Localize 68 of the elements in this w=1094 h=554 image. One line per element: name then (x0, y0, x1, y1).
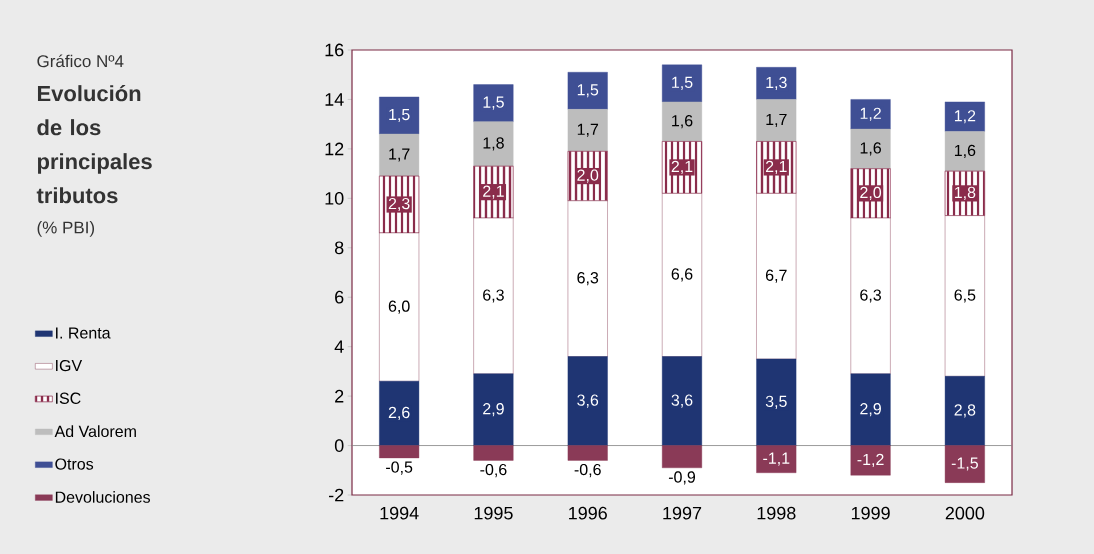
legend-label: Ad Valorem (54, 425, 136, 438)
data-label: 1,6 (954, 144, 976, 158)
data-label: 1,7 (577, 123, 599, 137)
y-tick-label: 16 (325, 43, 344, 57)
data-label: 6,5 (954, 289, 976, 303)
data-label: 2,0 (577, 169, 599, 183)
data-label: 1,8 (954, 186, 976, 200)
x-tick-label: 1999 (851, 506, 890, 520)
y-tick-label: 4 (334, 340, 344, 353)
data-label: 1,6 (672, 115, 693, 129)
data-label: 1,5 (389, 108, 410, 123)
data-label: 2,1 (765, 160, 787, 175)
y-tick-label: 12 (325, 142, 344, 156)
x-tick-label: 1996 (569, 506, 607, 520)
data-label: -1,1 (763, 452, 790, 466)
data-label: 3,6 (671, 394, 693, 408)
data-label: 6,6 (671, 268, 693, 282)
data-label: -1,2 (857, 453, 884, 467)
data-label: 6,3 (860, 289, 881, 303)
legend-label: IGV (56, 359, 83, 372)
y-tick-label: 2 (335, 389, 344, 403)
data-label: 2,6 (388, 406, 410, 421)
y-tick-label: -2 (329, 488, 344, 502)
data-label: -0,6 (480, 463, 507, 478)
y-tick-label: 10 (325, 191, 344, 205)
data-label: 2,9 (860, 403, 881, 417)
data-label: 2,3 (388, 197, 410, 212)
legend-label: Devoluciones (55, 491, 151, 503)
data-label: 1,8 (483, 137, 504, 151)
data-label: 6,0 (388, 300, 410, 314)
data-label: 2,9 (483, 403, 504, 417)
text: (% PBI) (37, 221, 95, 237)
data-label: 1,2 (954, 110, 976, 124)
data-label: 1,6 (860, 142, 881, 156)
x-tick-label: 1997 (663, 506, 702, 520)
data-label: -0,6 (574, 463, 601, 478)
data-label: 1,5 (577, 84, 599, 98)
data-label: 3,6 (577, 394, 599, 408)
data-label: 1,7 (766, 113, 787, 127)
x-tick-label: 1998 (757, 506, 796, 520)
text: Evolución de los principales tributos (36, 84, 152, 204)
data-label: 2,8 (954, 404, 976, 418)
data-label: 6,3 (483, 289, 504, 303)
y-tick-label: 6 (335, 290, 344, 304)
data-label: 6,7 (765, 269, 787, 283)
y-tick-label: 14 (325, 93, 344, 106)
data-label: -1,5 (951, 457, 978, 471)
y-tick-label: 8 (334, 241, 344, 255)
data-label: -0,9 (668, 471, 696, 485)
data-label: 1,2 (860, 107, 881, 121)
data-label: 2,1 (671, 160, 693, 175)
y-tick-label: 0 (334, 439, 344, 452)
data-label: 3,5 (765, 395, 787, 409)
text: Gráfico Nº4 (37, 54, 124, 68)
data-label: 1,7 (389, 148, 410, 162)
data-label: 2,0 (860, 186, 882, 200)
x-tick-label: 1995 (474, 506, 513, 520)
legend-label: ISC (56, 392, 81, 404)
data-label: 2,1 (483, 185, 504, 199)
data-label: 1,5 (672, 76, 693, 90)
data-label: 1,3 (766, 76, 787, 90)
legend-label: Otros (55, 458, 94, 470)
legend-label: I. Renta (56, 327, 111, 339)
data-label: 6,3 (577, 272, 599, 286)
x-tick-label: 1994 (380, 506, 419, 520)
data-label: 1,5 (483, 96, 504, 110)
x-tick-label: 2000 (945, 506, 985, 520)
data-label: -0,5 (386, 461, 413, 475)
